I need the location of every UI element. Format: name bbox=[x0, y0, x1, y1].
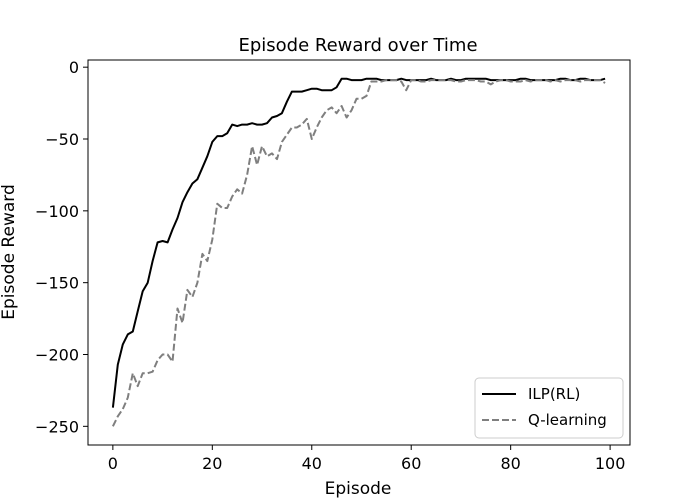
chart-title: Episode Reward over Time bbox=[238, 35, 477, 56]
x-axis-title: Episode bbox=[325, 479, 392, 499]
x-tick-label: 20 bbox=[202, 454, 222, 473]
y-tick-label: −100 bbox=[35, 202, 79, 221]
series-line-ilp-rl bbox=[111, 77, 606, 408]
y-axis-title: Episode Reward bbox=[0, 184, 19, 319]
legend-label-ilp-rl: ILP(RL) bbox=[528, 385, 580, 403]
y-tick-label: −50 bbox=[45, 130, 79, 149]
x-tick-label: 60 bbox=[401, 454, 421, 473]
x-tick-label: 100 bbox=[595, 454, 626, 473]
series-line-q-learning bbox=[112, 79, 606, 427]
y-axis: 0 −50 −100 −150 −200 −250 bbox=[35, 58, 88, 436]
x-axis: 0 20 40 60 80 100 bbox=[108, 445, 626, 473]
x-tick-label: 40 bbox=[302, 454, 322, 473]
x-tick-label: 0 bbox=[108, 454, 118, 473]
y-tick-label: −150 bbox=[35, 274, 79, 293]
plot-frame bbox=[87, 59, 631, 446]
x-tick-label: 80 bbox=[500, 454, 520, 473]
y-tick-label: 0 bbox=[69, 58, 79, 77]
legend-label-q-learning: Q-learning bbox=[528, 411, 607, 429]
legend: ILP(RL) Q-learning bbox=[474, 377, 624, 439]
y-tick-label: −250 bbox=[35, 417, 79, 436]
y-tick-label: −200 bbox=[35, 345, 79, 364]
plot-lines bbox=[111, 77, 606, 427]
